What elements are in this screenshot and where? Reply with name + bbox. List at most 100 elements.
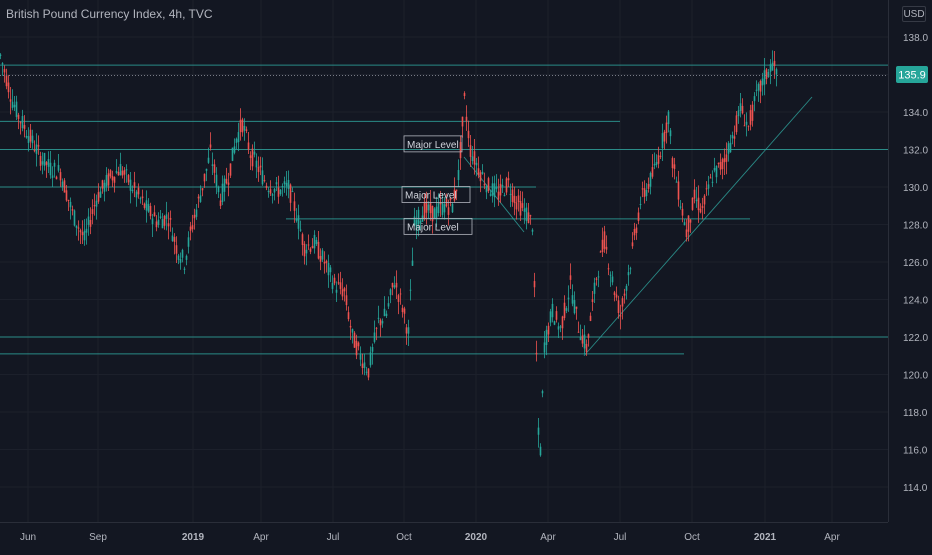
candle-body <box>415 220 418 231</box>
candle-body <box>139 198 142 200</box>
candle-body <box>265 185 268 188</box>
currency-button[interactable]: USD <box>902 6 926 22</box>
candle-body <box>577 331 580 333</box>
candle-body <box>471 156 474 162</box>
candle-body <box>161 219 164 229</box>
candle-body <box>157 219 160 225</box>
candle-body <box>605 246 608 250</box>
candle-body <box>393 285 396 288</box>
candle-body <box>313 234 316 249</box>
candle-body <box>719 161 722 170</box>
candle-body <box>487 178 490 192</box>
candle-body <box>331 282 334 289</box>
candle-body <box>441 202 444 215</box>
candle-body <box>91 209 94 215</box>
candle-body <box>175 245 178 254</box>
candle-body <box>775 69 778 75</box>
candle-body <box>743 125 746 127</box>
candle-body <box>669 130 672 137</box>
candle-body <box>693 189 696 199</box>
x-tick-label: 2021 <box>754 532 777 543</box>
candle-body <box>497 191 500 200</box>
candle-body <box>49 162 52 176</box>
candle-body <box>15 101 18 117</box>
candle-body <box>665 122 668 133</box>
candle-body <box>255 160 258 168</box>
candle-body <box>631 242 634 247</box>
candle-body <box>649 173 652 187</box>
x-tick-label: Jul <box>327 532 340 543</box>
candle-body <box>149 205 152 217</box>
candle-body <box>33 150 36 152</box>
candle-body <box>657 155 660 164</box>
candle-body <box>213 164 216 173</box>
candle-body <box>761 78 764 86</box>
candle-body <box>151 218 154 225</box>
candle-body <box>253 151 256 155</box>
candle-body <box>389 289 392 295</box>
candle-body <box>493 183 496 198</box>
candle-body <box>193 214 196 219</box>
candle-body <box>297 215 300 229</box>
candle-body <box>713 168 716 171</box>
candle-body <box>491 183 494 196</box>
candle-body <box>317 241 320 259</box>
candle-body <box>475 162 478 166</box>
candle-body <box>449 198 452 201</box>
candle-body <box>153 212 156 217</box>
candle-body <box>29 129 32 142</box>
candle-body <box>31 135 34 144</box>
candle-body <box>703 195 706 205</box>
candle-body <box>61 181 64 188</box>
candle-body <box>501 185 504 187</box>
candle-body <box>173 237 176 242</box>
candle-body <box>155 221 158 228</box>
y-tick-label: 130.0 <box>903 183 928 194</box>
candle-body <box>247 142 250 150</box>
candle-body <box>367 368 370 378</box>
candle-body <box>717 162 720 164</box>
candle-body <box>65 190 68 201</box>
candle-body <box>483 183 486 186</box>
candle-body <box>237 132 240 143</box>
candle-body <box>407 327 410 334</box>
candle-body <box>477 168 480 176</box>
candle-body <box>741 105 744 114</box>
candle-body <box>563 302 566 318</box>
candle-body <box>433 208 436 218</box>
candle-body <box>747 125 750 127</box>
candle-body <box>535 352 538 355</box>
candle-body <box>143 203 146 208</box>
candle-body <box>647 183 650 189</box>
candle-body <box>617 300 620 313</box>
candle-body <box>365 371 368 373</box>
candle-body <box>343 288 346 292</box>
candle-body <box>121 170 124 176</box>
candle-body <box>67 199 70 202</box>
candle-body <box>323 261 326 264</box>
candle-body <box>667 111 670 125</box>
candle-body <box>537 427 540 435</box>
y-tick-label: 120.0 <box>903 371 928 382</box>
candle-body <box>459 142 462 159</box>
candle-body <box>645 189 648 197</box>
candle-body <box>171 235 174 242</box>
x-tick-label: 2019 <box>182 532 205 543</box>
candle-body <box>269 189 272 194</box>
candle-body <box>13 104 16 108</box>
candle-body <box>181 249 184 258</box>
candle-body <box>105 174 108 187</box>
candle-body <box>295 218 298 221</box>
candle-body <box>293 201 296 211</box>
candle-body <box>357 342 360 347</box>
candle-body <box>417 209 420 225</box>
candle-body <box>583 334 586 349</box>
candle-body <box>411 260 414 266</box>
level-boxes: Major Level Major Level Major Level <box>401 135 473 235</box>
candle-body <box>687 215 690 232</box>
candle-body <box>115 170 118 173</box>
candle-body <box>603 231 606 249</box>
candle-body <box>353 332 356 348</box>
